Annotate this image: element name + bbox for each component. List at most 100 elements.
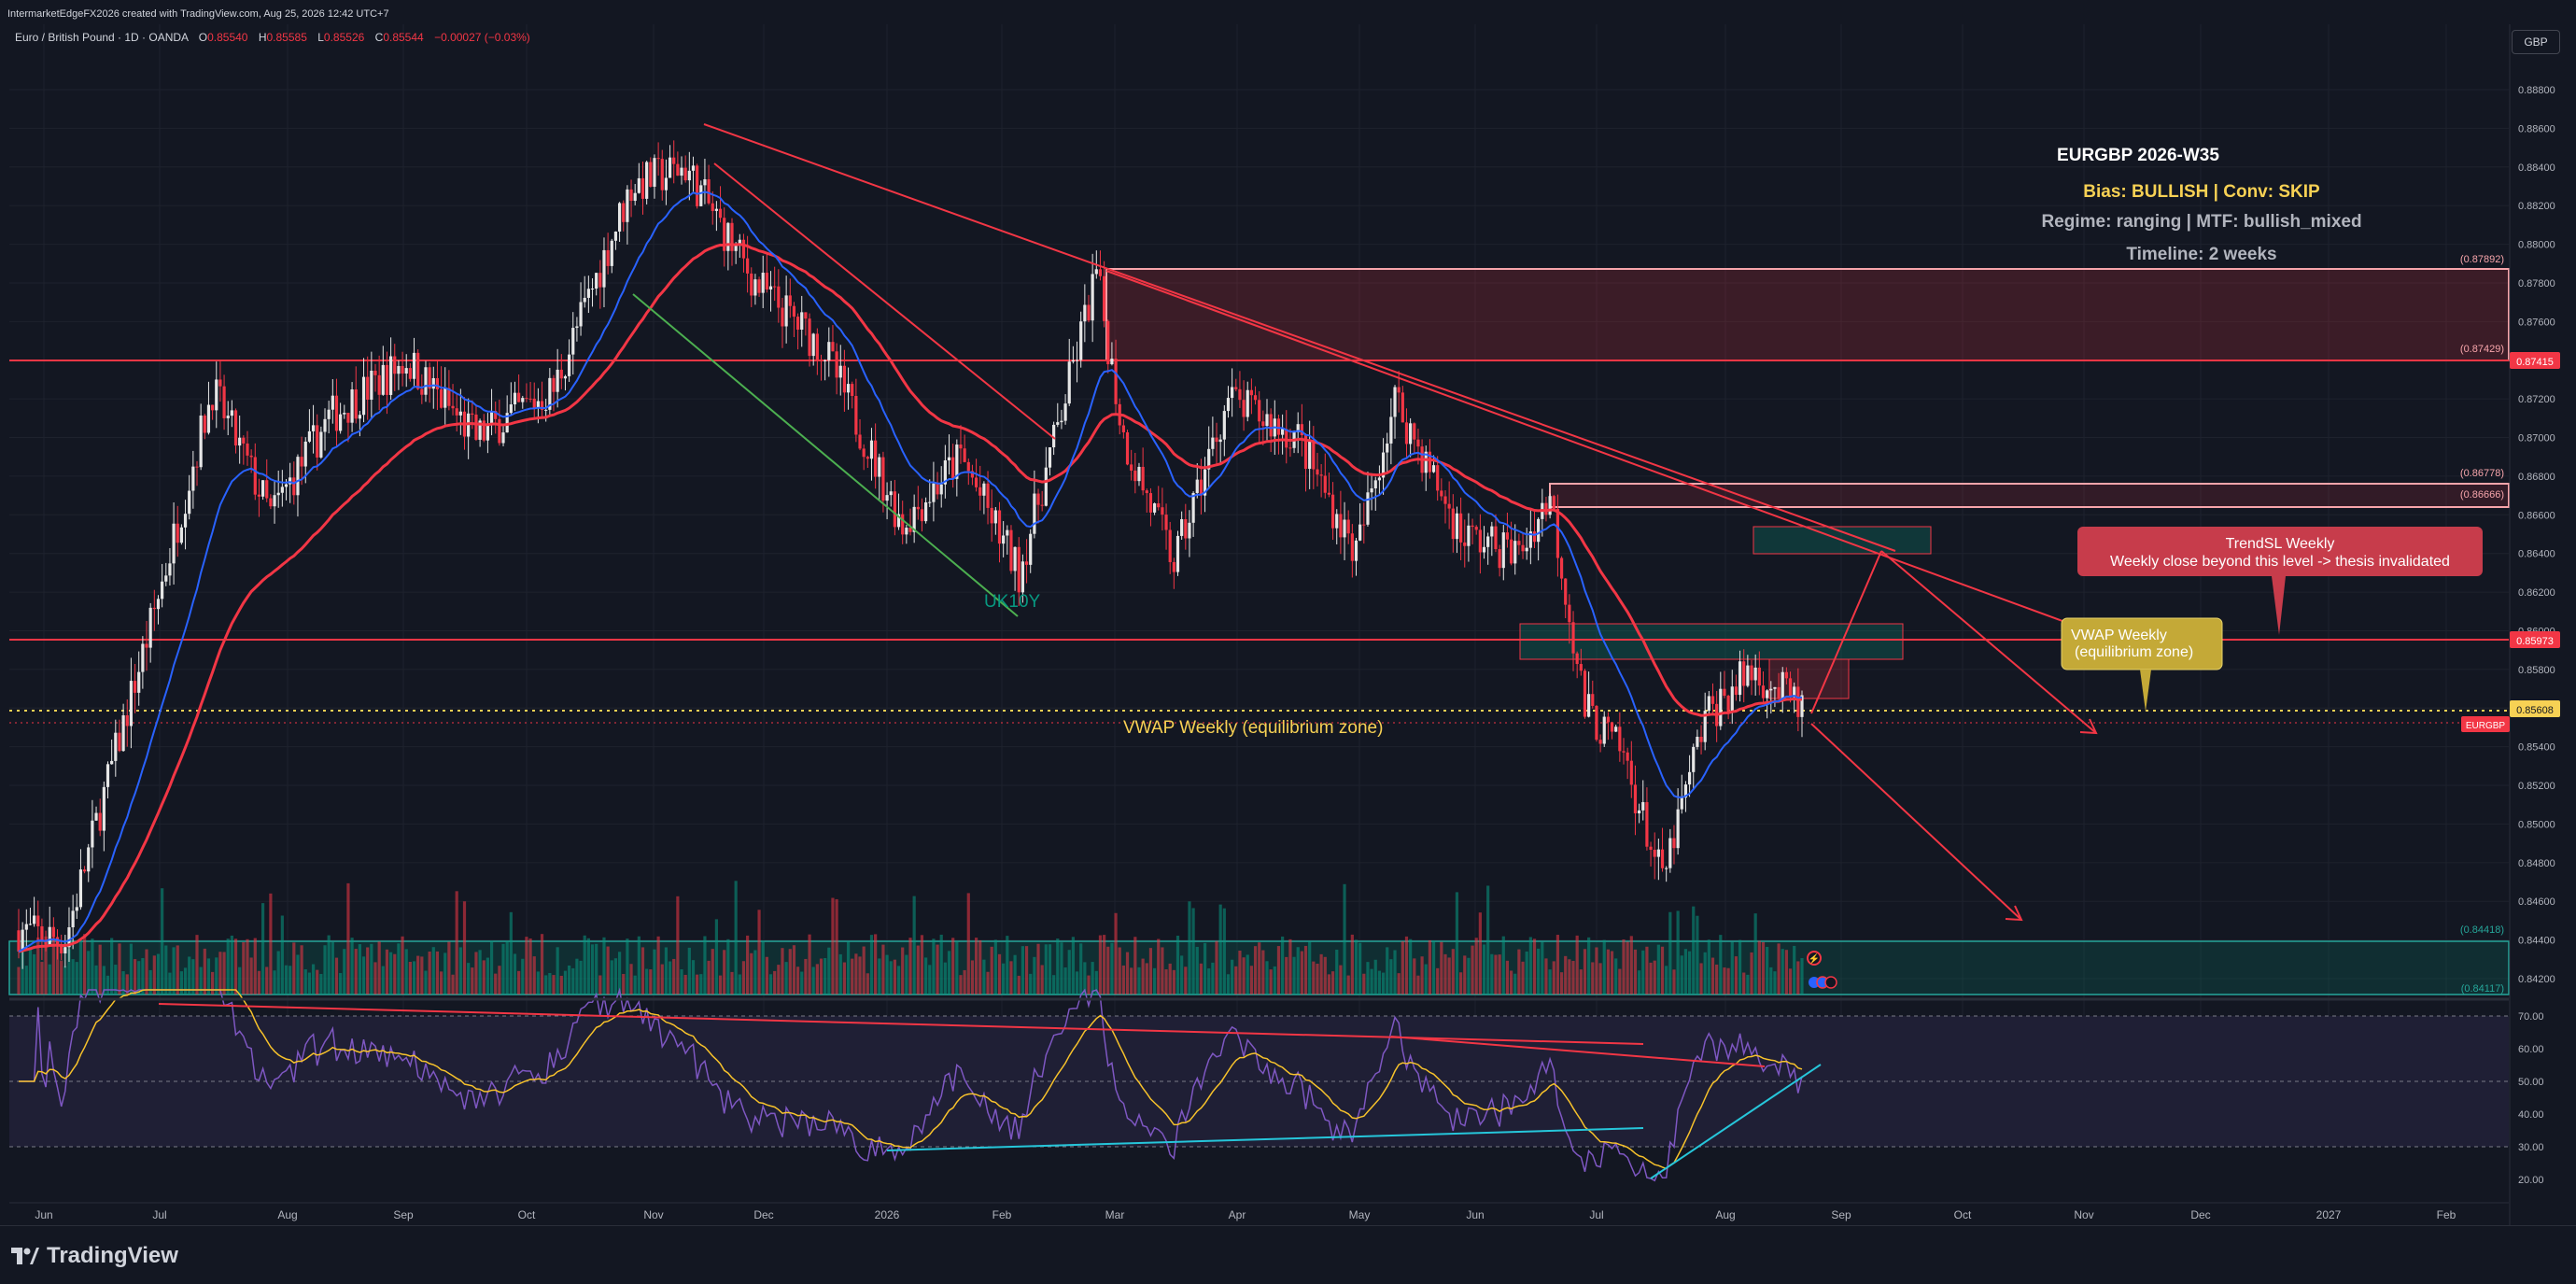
candle-body[interactable]	[1249, 389, 1253, 396]
candle-body[interactable]	[1175, 535, 1180, 572]
candle-body[interactable]	[1676, 809, 1680, 849]
candle-body[interactable]	[494, 411, 498, 419]
candle-body[interactable]	[1141, 466, 1145, 491]
candle-body[interactable]	[1083, 304, 1087, 322]
projection-arrow-down[interactable]	[1810, 723, 2022, 921]
projection-arrow-path[interactable]	[1880, 550, 2097, 734]
candle-body[interactable]	[602, 249, 606, 288]
candle-body[interactable]	[687, 170, 691, 181]
candle-body[interactable]	[1343, 519, 1346, 538]
candle-body[interactable]	[1188, 522, 1191, 539]
candle-body[interactable]	[823, 360, 827, 361]
candle-body[interactable]	[183, 514, 188, 528]
candle-body[interactable]	[974, 477, 978, 487]
candle-body[interactable]	[67, 927, 71, 948]
candle-body[interactable]	[1591, 694, 1595, 706]
candle-body[interactable]	[1288, 447, 1292, 449]
candle-body[interactable]	[331, 395, 334, 410]
candle-body[interactable]	[1447, 503, 1451, 509]
candle-body[interactable]	[316, 425, 319, 458]
candle-body[interactable]	[978, 487, 982, 496]
candle-body[interactable]	[370, 370, 373, 401]
candle-body[interactable]	[1404, 422, 1409, 444]
candle-body[interactable]	[327, 409, 331, 419]
candle-body[interactable]	[307, 430, 312, 442]
candle-body[interactable]	[532, 398, 536, 408]
candle-body[interactable]	[226, 416, 230, 418]
candle-body[interactable]	[1653, 849, 1656, 857]
candle-body[interactable]	[846, 384, 851, 393]
candle-body[interactable]	[1424, 451, 1428, 473]
candle-body[interactable]	[373, 370, 377, 375]
candle-body[interactable]	[51, 926, 55, 938]
tradingview-logo[interactable]: TradingView	[11, 1243, 178, 1269]
candle-body[interactable]	[1638, 810, 1641, 813]
candle-body[interactable]	[385, 364, 389, 395]
candle-body[interactable]	[168, 563, 172, 576]
candle-body[interactable]	[1067, 361, 1071, 404]
candle-body[interactable]	[920, 509, 924, 522]
candle-body[interactable]	[218, 379, 222, 387]
candle-body[interactable]	[1555, 508, 1560, 558]
candle-body[interactable]	[970, 471, 975, 478]
candle-body[interactable]	[33, 915, 36, 924]
candle-body[interactable]	[269, 498, 273, 507]
candle-body[interactable]	[1316, 469, 1319, 475]
candle-body[interactable]	[1087, 304, 1091, 321]
candle-body[interactable]	[1665, 868, 1668, 869]
candle-body[interactable]	[691, 165, 696, 171]
candle-body[interactable]	[233, 410, 238, 446]
candle-body[interactable]	[137, 671, 141, 693]
candle-body[interactable]	[1335, 514, 1339, 529]
candle-body[interactable]	[1478, 529, 1482, 553]
candle-body[interactable]	[1098, 269, 1103, 276]
candle-body[interactable]	[343, 413, 346, 415]
candle-body[interactable]	[1079, 321, 1083, 360]
candle-body[interactable]	[1130, 464, 1133, 471]
candle-body[interactable]	[916, 506, 920, 510]
candle-body[interactable]	[1319, 474, 1323, 476]
candle-body[interactable]	[257, 494, 261, 497]
candle-body[interactable]	[1040, 504, 1044, 506]
candle-body[interactable]	[300, 457, 303, 467]
rsi-trendline-bottom[interactable]	[886, 1127, 1644, 1151]
candle-body[interactable]	[1614, 727, 1618, 732]
candle-body[interactable]	[141, 643, 145, 672]
candle-body[interactable]	[885, 495, 889, 501]
candle-body[interactable]	[730, 222, 734, 251]
candle-body[interactable]	[1393, 387, 1397, 417]
candle-body[interactable]	[1094, 269, 1098, 275]
candle-body[interactable]	[1505, 532, 1510, 540]
candle-body[interactable]	[1386, 443, 1389, 453]
candle-body[interactable]	[939, 484, 943, 495]
candle-body[interactable]	[1253, 395, 1258, 401]
candle-body[interactable]	[110, 760, 114, 765]
candle-body[interactable]	[521, 398, 525, 402]
candle-body[interactable]	[528, 398, 532, 400]
candle-body[interactable]	[230, 410, 233, 416]
candle-body[interactable]	[831, 342, 835, 352]
candle-body[interactable]	[1346, 519, 1350, 534]
candle-body[interactable]	[851, 384, 854, 397]
candle-body[interactable]	[87, 847, 91, 872]
candle-body[interactable]	[703, 178, 707, 186]
candle-body[interactable]	[311, 425, 316, 431]
candle-body[interactable]	[792, 305, 796, 317]
candle-body[interactable]	[1152, 503, 1157, 513]
candle-body[interactable]	[129, 681, 134, 727]
candle-body[interactable]	[881, 457, 885, 501]
candle-body[interactable]	[296, 457, 300, 496]
candle-body[interactable]	[1440, 490, 1443, 497]
candle-body[interactable]	[114, 732, 118, 761]
candle-body[interactable]	[683, 167, 687, 181]
trendline-green-descending[interactable]	[632, 293, 1019, 617]
candle-body[interactable]	[629, 189, 633, 202]
candle-body[interactable]	[1602, 716, 1606, 744]
candle-body[interactable]	[1672, 838, 1676, 849]
candle-body[interactable]	[1033, 493, 1036, 534]
candle-body[interactable]	[1238, 388, 1242, 401]
candle-body[interactable]	[1110, 359, 1114, 365]
candle-body[interactable]	[1726, 696, 1730, 712]
candle-body[interactable]	[1184, 518, 1188, 539]
candle-body[interactable]	[765, 273, 768, 290]
